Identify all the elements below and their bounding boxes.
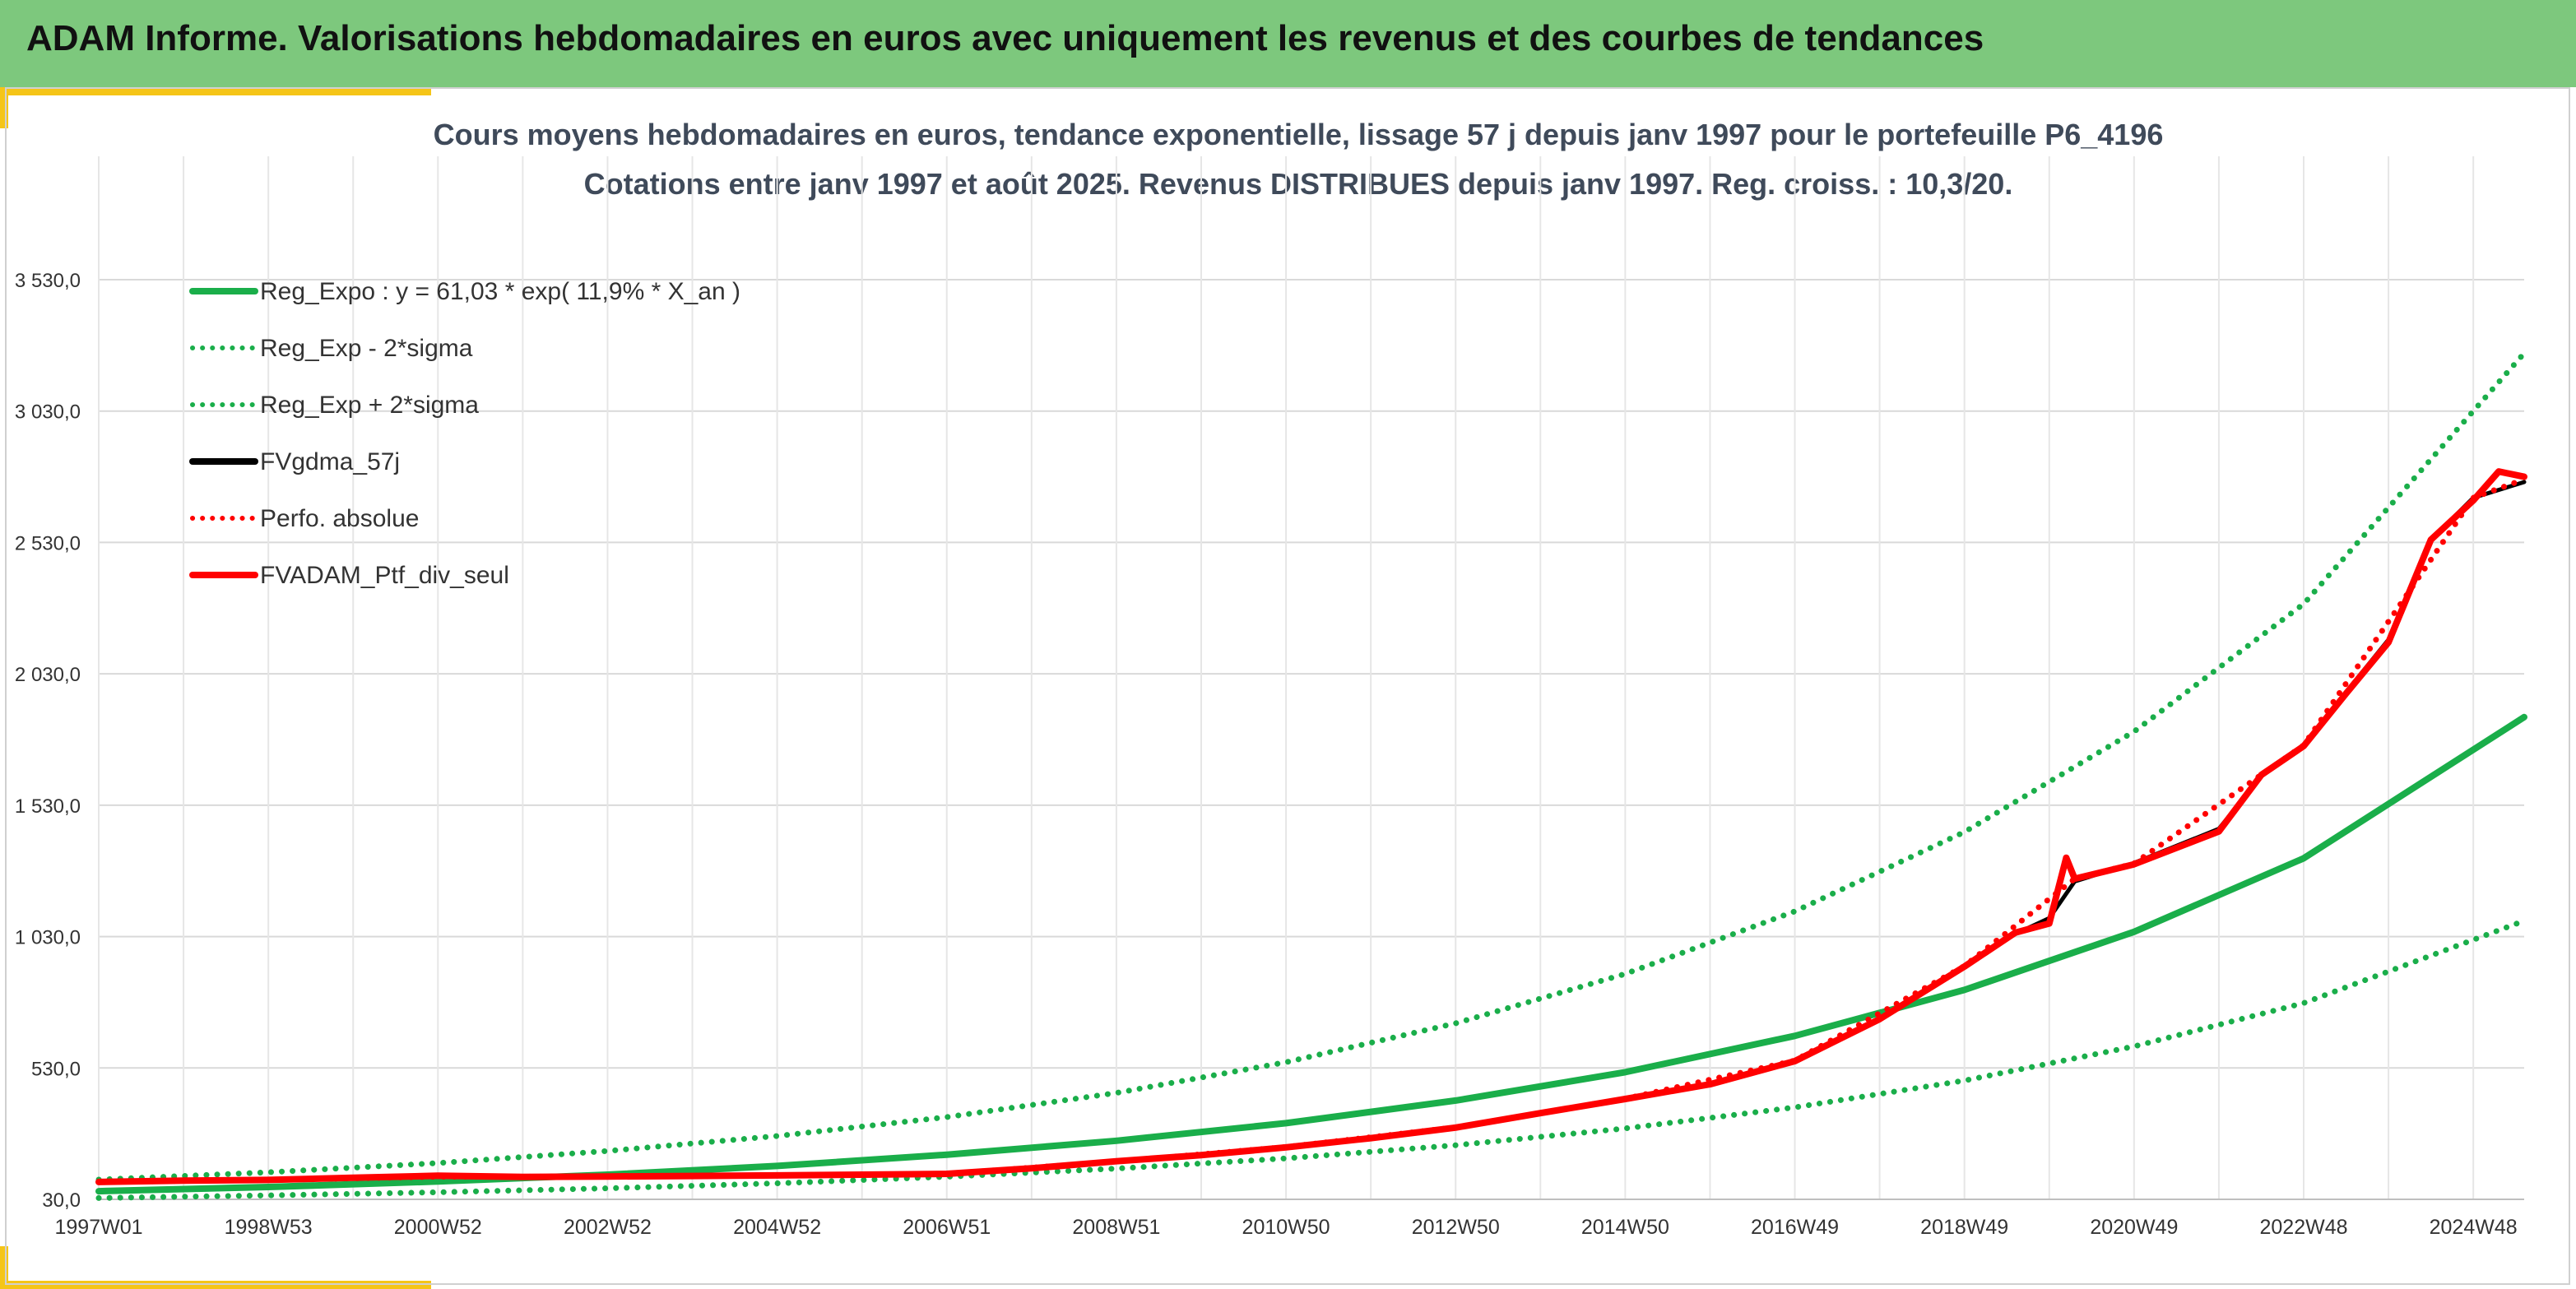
banner-title: ADAM Informe. Valorisations hebdomadaire… xyxy=(26,18,1984,58)
series-layer xyxy=(95,350,2527,1201)
y-tick-label: 2 530,0 xyxy=(15,532,81,554)
y-tick-label: 30,0 xyxy=(42,1189,81,1212)
legend-label: Reg_Exp + 2*sigma xyxy=(260,392,479,419)
series-line-1 xyxy=(95,917,2527,1201)
x-tick-label: 2016W49 xyxy=(1751,1216,1839,1239)
legend-label: Reg_Expo : y = 61,03 * exp( 11,9% * X_an… xyxy=(260,278,740,305)
legend-label: FVgdma_57j xyxy=(260,448,400,475)
series-line-0 xyxy=(95,713,2527,1195)
x-tick-label: 2022W48 xyxy=(2259,1216,2347,1239)
y-tick-label: 530,0 xyxy=(31,1058,81,1080)
chart-frame xyxy=(5,87,2570,1285)
x-tick-label: 2014W50 xyxy=(1581,1216,1669,1239)
y-tick-label: 3 530,0 xyxy=(15,270,81,292)
y-tick-label: 1 530,0 xyxy=(15,795,81,818)
chart-title: Cours moyens hebdomadaires en euros, ten… xyxy=(434,118,2164,151)
series-line-2 xyxy=(95,350,2527,1183)
axis-layer: 30,0 530,0 1 030,0 1 530,0 2 030,0 2 530,0 3 0… xyxy=(15,270,2524,1239)
x-tick-label: 2020W49 xyxy=(2090,1216,2178,1239)
accent-bar-left-bottom xyxy=(0,1246,8,1289)
y-tick-label: 3 030,0 xyxy=(15,401,81,424)
x-tick-label: 2006W51 xyxy=(903,1216,991,1239)
x-tick-label: 2018W49 xyxy=(1920,1216,2008,1239)
legend-label: Reg_Exp - 2*sigma xyxy=(260,335,473,362)
chart-subtitle: Cotations entre janv 1997 et août 2025. … xyxy=(584,167,2013,201)
x-tick-label: 2000W52 xyxy=(394,1216,482,1239)
series-line-4 xyxy=(95,476,2527,1185)
x-tick-label: 2012W50 xyxy=(1412,1216,1500,1239)
accent-bar-top xyxy=(0,87,431,95)
x-tick-label: 2008W51 xyxy=(1072,1216,1160,1239)
x-tick-label: 1997W01 xyxy=(54,1216,142,1239)
y-tick-label: 2 030,0 xyxy=(15,664,81,686)
accent-bar-left xyxy=(0,87,8,128)
header-banner: ADAM Informe. Valorisations hebdomadaire… xyxy=(0,0,2576,87)
x-tick-label: 2024W48 xyxy=(2430,1216,2518,1239)
x-tick-label: 2010W50 xyxy=(1242,1216,1330,1239)
legend-label: FVADAM_Ptf_div_seul xyxy=(260,562,509,589)
legend-label: Perfo. absolue xyxy=(260,505,419,532)
x-tick-label: 1998W53 xyxy=(225,1216,313,1239)
chart-legend: Reg_Expo : y = 61,03 * exp( 11,9% * X_an… xyxy=(189,278,740,589)
x-tick-label: 2004W52 xyxy=(733,1216,821,1239)
grid-layer xyxy=(98,156,2524,1200)
accent-bar-bottom xyxy=(0,1281,431,1289)
x-tick-label: 2002W52 xyxy=(564,1216,652,1239)
y-tick-label: 1 030,0 xyxy=(15,927,81,949)
